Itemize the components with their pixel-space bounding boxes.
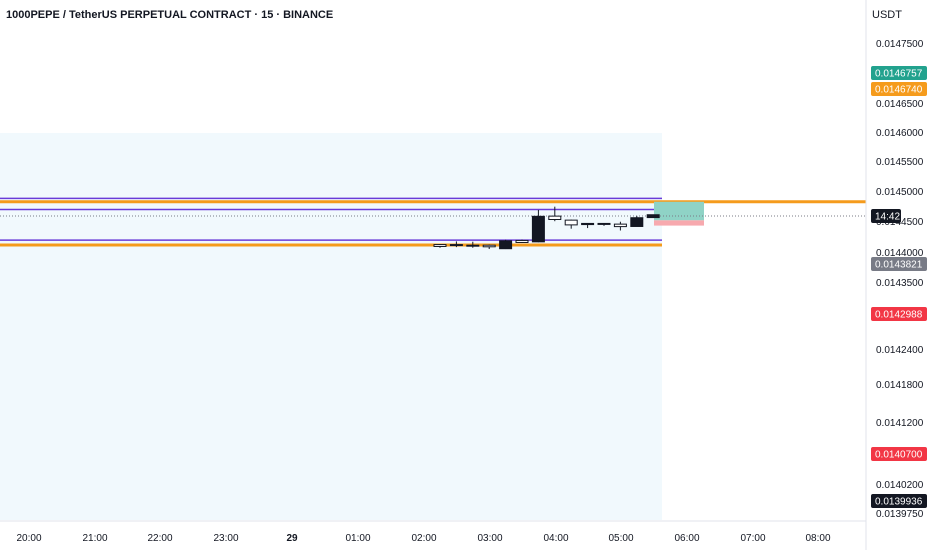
time-tick-label: 02:00 [411,533,436,544]
currency-label[interactable]: USDT [872,9,902,21]
time-tick-label: 08:00 [805,533,830,544]
price-badge-label: 0.0146740 [875,85,923,96]
candle[interactable] [482,244,496,250]
target-zone[interactable] [654,201,704,221]
candle[interactable] [531,209,545,243]
candles [433,206,660,250]
time-tick-label: 21:00 [82,533,107,544]
time-tick-label: 03:00 [477,533,502,544]
price-badge-label: 0.0139936 [875,497,923,508]
symbol-title[interactable]: 1000PEPE / TetherUS PERPETUAL CONTRACT ·… [6,9,334,21]
candle-body [466,244,480,247]
price-badge: 14:42 [871,209,901,223]
candle[interactable] [613,221,627,231]
price-badge-box [871,307,927,321]
price-tick-label: 0.0141200 [876,418,924,429]
horizontal-levels [0,197,866,247]
candle[interactable] [548,206,562,222]
candle-body [646,214,660,219]
price-badge-box [871,82,927,96]
price-badge: 0.0140700 [871,447,927,461]
candle[interactable] [433,244,447,248]
price-badge: 0.0146740 [871,82,927,96]
price-tick-label: 0.0146500 [876,99,924,110]
candle[interactable] [499,239,513,250]
price-badge: 0.0139936 [871,494,927,508]
price-badge-box [871,66,927,80]
candle-body [482,244,496,248]
time-axis[interactable]: 20:00 21:00 22:00 23:00 29 01:00 02:00 03:00 04:… [16,533,830,544]
price-badge-label: 0.0140700 [875,450,923,461]
candle[interactable] [466,241,480,248]
time-tick-label: 07:00 [740,533,765,544]
price-tick-label: 0.0144000 [876,248,924,259]
candle-body [548,215,562,220]
candle[interactable] [449,241,463,248]
candle[interactable] [646,214,660,219]
candle-body [613,223,627,228]
price-badge-label: 14:42 [875,212,900,223]
price-badge-box [871,494,927,508]
price-badges: 0.0146757 0.0146740 14:42 0.0143821 0.014298… [871,66,927,508]
candle-body [564,219,578,226]
price-tick-label: 0.0145500 [876,157,924,168]
price-badge-label: 0.0146757 [875,69,923,80]
stop-zone[interactable] [654,220,704,226]
price-tick-label: 0.0142400 [876,345,924,356]
price-badge-box [871,447,927,461]
candle-body [581,222,595,226]
candle[interactable] [597,222,611,226]
time-tick-label: 29 [286,533,298,544]
price-badge-box [871,257,927,271]
time-tick-label: 05:00 [608,533,633,544]
price-badge-box [871,209,901,223]
time-tick-label: 01:00 [345,533,370,544]
price-badge: 0.0142988 [871,307,927,321]
candle[interactable] [564,219,578,229]
price-tick-label: 0.0141800 [876,380,924,391]
price-badge: 0.0146757 [871,66,927,80]
candle[interactable] [581,222,595,229]
price-badge-label: 0.0142988 [875,310,923,321]
price-tick-label: 0.0143500 [876,278,924,289]
candle[interactable] [630,215,644,227]
price-badge-label: 0.0143821 [875,260,923,271]
candle-body [449,244,463,247]
time-tick-label: 06:00 [674,533,699,544]
price-tick-label: 0.0146000 [876,128,924,139]
candle-body [515,239,529,243]
time-tick-label: 20:00 [16,533,41,544]
price-badge: 0.0143821 [871,257,927,271]
time-tick-label: 23:00 [213,533,238,544]
candle-body [433,244,447,247]
position-zones [654,201,704,226]
time-tick-label: 04:00 [543,533,568,544]
session-background [0,133,662,520]
price-tick-label: 0.0139750 [876,509,924,520]
price-tick-label: 0.0140200 [876,480,924,491]
candle-body [531,215,545,243]
candle-body [499,240,513,250]
candle-body [630,217,644,227]
price-tick-label: 0.0147500 [876,39,924,50]
candle[interactable] [515,239,529,243]
time-tick-label: 22:00 [147,533,172,544]
price-tick-label: 0.0145000 [876,187,924,198]
candle-body [597,222,611,225]
